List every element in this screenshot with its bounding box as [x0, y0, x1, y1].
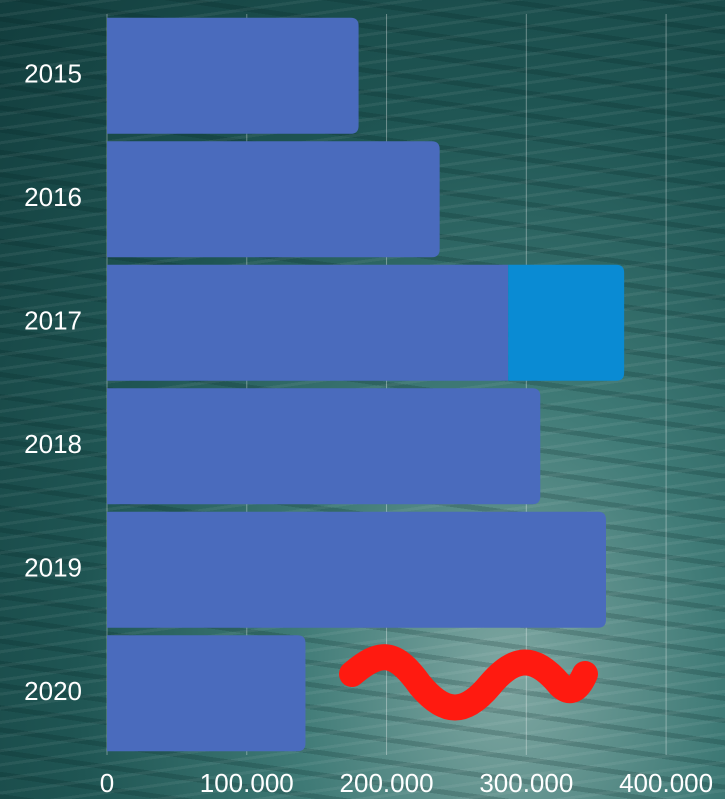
scribble	[339, 644, 598, 721]
bar-segment	[107, 17, 359, 134]
bar-segment	[508, 264, 625, 381]
bar-segment	[107, 388, 541, 505]
bar-segment	[107, 141, 440, 258]
y-tick-label: 2016	[24, 182, 82, 212]
grid	[106, 14, 667, 755]
x-tick-label: 0	[100, 768, 114, 798]
bar-segment	[107, 264, 509, 381]
y-tick-label: 2018	[24, 429, 82, 459]
y-tick-label: 2019	[24, 553, 82, 583]
y-tick-label: 2020	[24, 676, 82, 706]
x-tick-label: 300.000	[479, 768, 573, 798]
bar-segment	[107, 635, 306, 752]
y-tick-label: 2015	[24, 59, 82, 89]
bars	[107, 17, 625, 752]
x-tick-label: 200.000	[340, 768, 434, 798]
x-tick-label: 400.000	[619, 768, 713, 798]
y-tick-label: 2017	[24, 306, 82, 336]
bar-segment	[107, 511, 606, 628]
x-tick-label: 100.000	[200, 768, 294, 798]
